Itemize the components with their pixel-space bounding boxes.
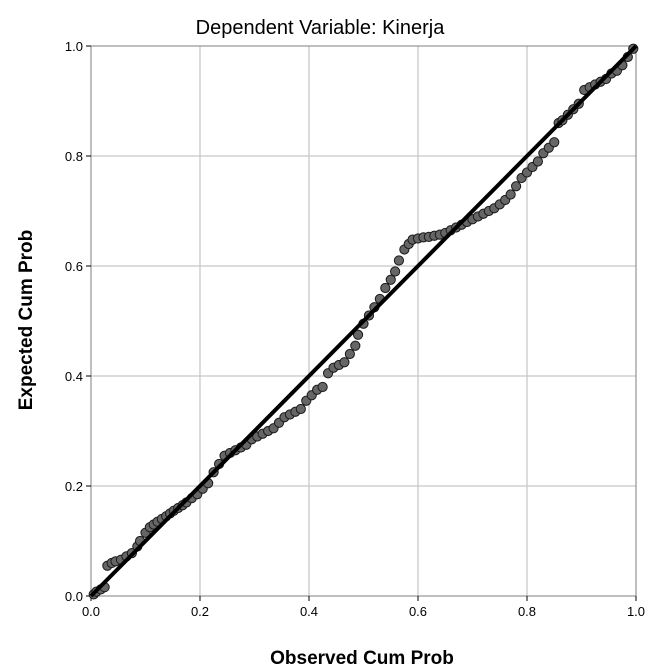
y-axis-label: Expected Cum Prob — [16, 230, 37, 411]
data-point — [317, 381, 328, 393]
x-tick-label: 0.8 — [518, 604, 536, 619]
y-tick-label: 0.0 — [65, 589, 83, 604]
y-axis: 0.0 0.2 0.4 0.6 0.8 1.0 — [65, 39, 91, 604]
data-point — [295, 403, 306, 415]
data-point — [380, 282, 391, 294]
data-point — [390, 266, 401, 277]
chart-title: Dependent Variable: Kinerja — [196, 17, 446, 39]
x-tick-label: 0.0 — [82, 604, 100, 619]
y-tick-label: 0.4 — [65, 369, 83, 384]
data-point — [339, 357, 350, 368]
data-point — [532, 156, 544, 167]
reference-line — [89, 44, 638, 598]
plot-frame — [90, 45, 637, 597]
data-point — [393, 255, 405, 266]
data-point — [505, 189, 516, 200]
y-tick-label: 0.6 — [65, 259, 83, 274]
x-tick-label: 1.0 — [627, 604, 645, 619]
data-point — [510, 181, 522, 192]
data-point — [385, 274, 396, 285]
x-tick-label: 0.4 — [300, 604, 318, 619]
data-point — [344, 348, 355, 360]
grid — [91, 46, 636, 596]
data-point — [549, 137, 560, 148]
x-axis-label: Observed Cum Prob — [270, 648, 454, 667]
x-axis: 0.0 0.2 0.4 0.6 0.8 1.0 — [82, 596, 645, 619]
data-point — [350, 340, 361, 351]
y-tick-label: 0.8 — [65, 149, 83, 164]
x-tick-label: 0.2 — [191, 604, 209, 619]
y-tick-label: 1.0 — [65, 39, 83, 54]
data-point — [352, 329, 364, 340]
x-tick-label: 0.6 — [409, 604, 427, 619]
y-tick-label: 0.2 — [65, 479, 83, 494]
